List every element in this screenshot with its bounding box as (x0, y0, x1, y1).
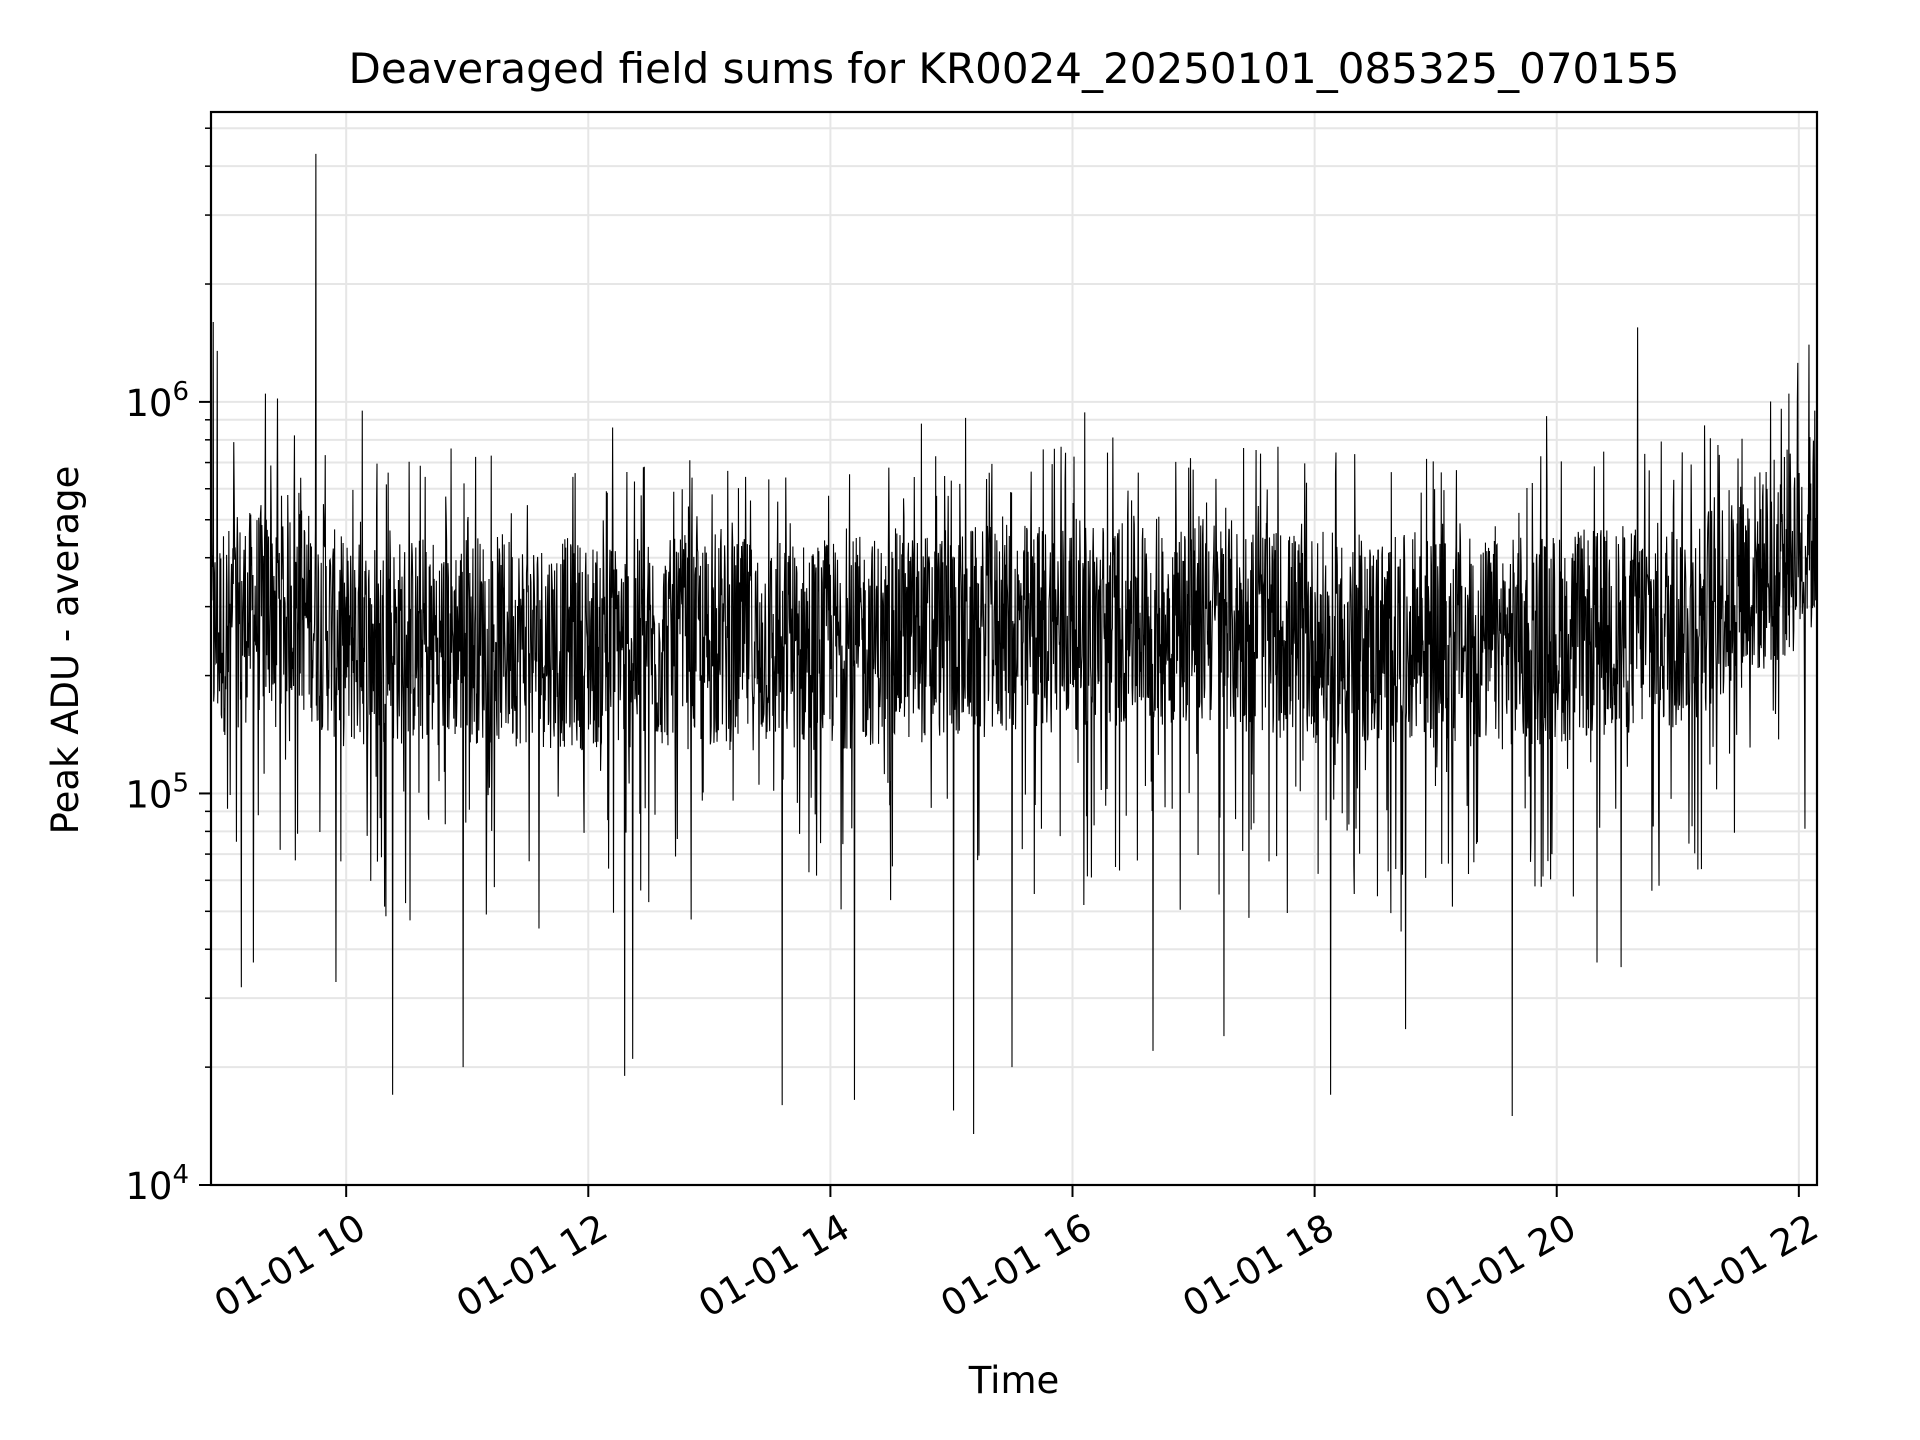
series-line (211, 153, 1817, 1134)
chart-title: Deaveraged field sums for KR0024_2025010… (349, 44, 1680, 93)
y-tick-label: 104 (125, 1160, 189, 1208)
y-axis-label: Peak ADU - average (44, 466, 87, 835)
y-tick-label: 105 (125, 768, 189, 816)
x-axis-label: Time (968, 1359, 1060, 1402)
y-axis: 104 105 106 (125, 127, 211, 1208)
gridlines (211, 112, 1817, 1186)
y-tick-label: 106 (125, 377, 189, 425)
plot-frame (209, 110, 1819, 1187)
